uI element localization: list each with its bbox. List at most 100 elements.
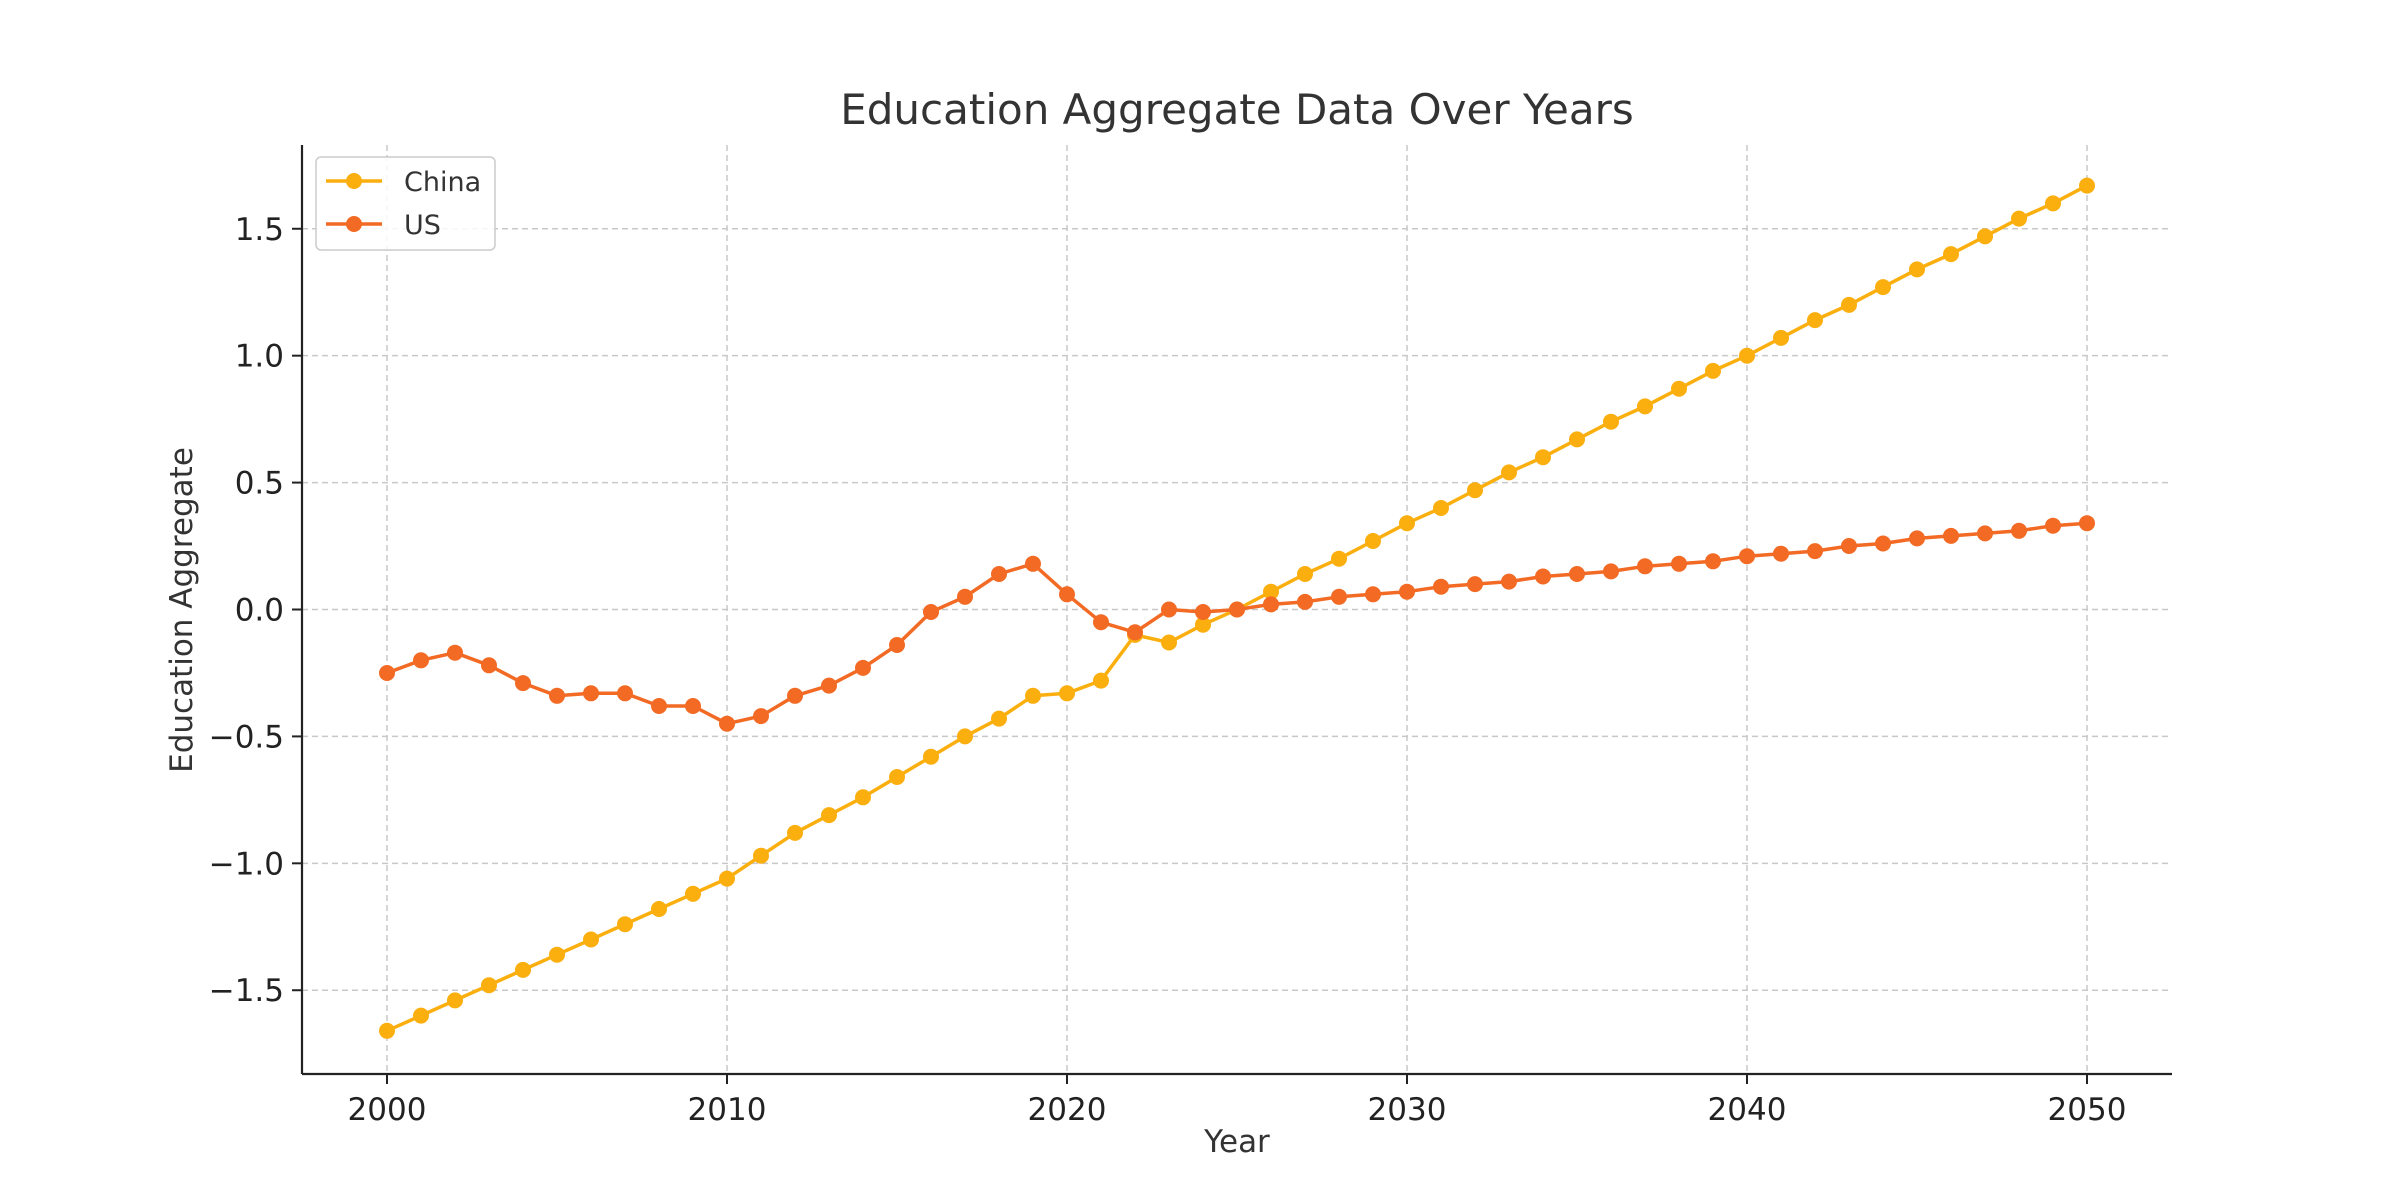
legend: China US xyxy=(315,156,496,251)
x-tick-label: 2050 xyxy=(2048,1092,2127,1128)
data-point-us xyxy=(1637,558,1653,575)
y-tick-label: 0.5 xyxy=(235,466,284,502)
data-point-us xyxy=(957,588,973,605)
data-point-us xyxy=(1943,527,1959,544)
data-point-china xyxy=(617,916,633,933)
data-point-us xyxy=(685,698,701,714)
data-point-china xyxy=(991,710,1007,727)
data-point-china xyxy=(413,1007,429,1024)
data-point-china xyxy=(1637,398,1653,415)
data-point-china xyxy=(515,961,531,978)
data-point-china xyxy=(923,748,939,765)
data-point-us xyxy=(583,685,599,702)
x-axis-label: Year xyxy=(1203,1124,1270,1160)
x-tick-label: 2000 xyxy=(348,1092,427,1128)
data-point-us xyxy=(1909,530,1925,547)
data-point-china xyxy=(1365,533,1381,549)
data-point-china xyxy=(1433,500,1449,516)
y-axis-label: Education Aggregate xyxy=(164,447,200,773)
y-tick-label: 1.0 xyxy=(235,339,284,375)
data-point-china xyxy=(1195,616,1211,633)
data-point-us xyxy=(413,652,429,669)
data-point-us xyxy=(855,659,871,676)
series-us xyxy=(379,515,2095,732)
data-point-us xyxy=(1535,568,1551,585)
x-tick-label: 2020 xyxy=(1028,1092,1107,1128)
data-point-us xyxy=(889,637,905,653)
legend-us-label: US xyxy=(404,210,441,241)
data-point-china xyxy=(1943,246,1959,263)
data-point-us xyxy=(1365,586,1381,603)
data-point-us xyxy=(821,677,837,694)
series-layer xyxy=(379,177,2095,1039)
data-point-us xyxy=(1467,576,1483,593)
legend-item-us: US xyxy=(326,210,441,241)
data-point-china xyxy=(1297,566,1313,582)
data-point-china xyxy=(447,992,463,1009)
data-point-us xyxy=(1195,604,1211,620)
data-point-china xyxy=(379,1022,395,1039)
data-point-us xyxy=(1501,573,1517,590)
data-point-us xyxy=(447,644,463,661)
data-point-us xyxy=(1671,555,1687,572)
data-point-china xyxy=(1773,329,1789,346)
data-point-china xyxy=(889,769,905,785)
data-point-us xyxy=(1569,566,1585,582)
x-tick-label: 2030 xyxy=(1368,1092,1447,1128)
data-point-china xyxy=(1331,550,1347,567)
data-point-china xyxy=(719,870,735,887)
data-point-china xyxy=(651,901,667,917)
data-point-us xyxy=(2079,515,2095,532)
data-point-us xyxy=(1263,596,1279,613)
data-point-us xyxy=(923,604,939,620)
data-point-us xyxy=(1807,543,1823,560)
data-point-china xyxy=(481,977,497,994)
data-point-us xyxy=(1433,578,1449,595)
data-point-us xyxy=(991,566,1007,582)
data-point-us xyxy=(1127,624,1143,641)
data-point-china xyxy=(1535,449,1551,466)
data-point-us xyxy=(787,687,803,704)
data-point-us xyxy=(1093,614,1109,631)
data-point-us xyxy=(651,698,667,714)
data-point-us xyxy=(515,675,531,692)
data-point-china xyxy=(1841,296,1857,313)
data-point-china xyxy=(1875,279,1891,296)
y-tick-label: −1.5 xyxy=(209,973,284,1009)
data-point-us xyxy=(379,665,395,681)
data-point-china xyxy=(1467,482,1483,499)
data-point-china xyxy=(2011,210,2027,227)
data-point-china xyxy=(2079,177,2095,194)
data-point-us xyxy=(1841,538,1857,554)
data-point-us xyxy=(1603,563,1619,580)
legend-item-china: China xyxy=(326,167,481,198)
data-point-china xyxy=(1263,583,1279,600)
y-tick-label: 0.0 xyxy=(235,593,284,629)
data-point-china xyxy=(2045,195,2061,212)
data-point-china xyxy=(1569,431,1585,448)
chart-title: Education Aggregate Data Over Years xyxy=(840,85,1634,134)
data-point-china xyxy=(1399,515,1415,532)
series-us-line xyxy=(386,521,2088,726)
y-axis-ticks: −1.5 −1.0 −0.5 0.0 0.5 1.0 1.5 xyxy=(209,212,302,1009)
data-point-us xyxy=(2011,522,2027,539)
x-axis-ticks: 2000 2010 2020 2030 2040 2050 xyxy=(348,1074,2127,1128)
data-point-us xyxy=(719,715,735,732)
data-point-china xyxy=(1059,685,1075,702)
data-point-us xyxy=(1229,601,1245,618)
data-point-us xyxy=(1773,545,1789,562)
data-point-us xyxy=(549,687,565,704)
data-point-china xyxy=(1739,347,1755,364)
y-tick-label: −0.5 xyxy=(209,719,284,755)
x-tick-label: 2010 xyxy=(688,1092,767,1128)
data-point-us xyxy=(1331,588,1347,605)
data-point-us xyxy=(1025,555,1041,572)
data-point-us xyxy=(1059,586,1075,603)
data-point-china xyxy=(855,789,871,806)
data-point-china xyxy=(1807,312,1823,329)
data-point-china xyxy=(821,807,837,824)
data-point-us xyxy=(1739,548,1755,565)
data-point-us xyxy=(1705,553,1721,570)
data-point-china xyxy=(753,847,769,864)
